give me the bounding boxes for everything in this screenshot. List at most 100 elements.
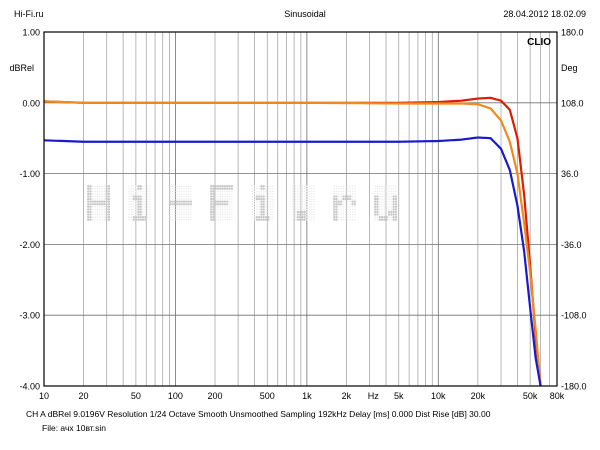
watermark-dot	[344, 213, 347, 216]
watermark-dot	[265, 200, 267, 203]
watermark-dot	[335, 210, 338, 214]
watermark-dot	[344, 200, 347, 203]
watermark-dot	[169, 190, 171, 193]
watermark-dot	[185, 195, 188, 198]
watermark-dot	[219, 206, 222, 208]
watermark-dot	[292, 208, 294, 211]
watermark-dot	[296, 213, 299, 216]
watermark-dot	[308, 200, 311, 203]
watermark-dot	[262, 218, 265, 221]
watermark-dot	[135, 206, 137, 208]
watermark-dot	[299, 190, 301, 193]
watermark-dot	[269, 211, 272, 213]
watermark-dot	[292, 185, 294, 187]
watermark-dot	[376, 185, 379, 187]
watermark-dot	[96, 208, 99, 211]
header-site: Hi-Fi.ru	[14, 9, 44, 19]
watermark-dot	[219, 190, 222, 193]
watermark-dot	[347, 216, 349, 218]
watermark-dot	[294, 188, 297, 190]
watermark-dot	[306, 190, 308, 193]
watermark-dot	[394, 215, 398, 219]
watermark-dot	[351, 206, 354, 208]
watermark-dot	[215, 218, 217, 221]
watermark-dot	[228, 198, 231, 200]
watermark-dot	[226, 198, 229, 200]
watermark-dot	[212, 187, 215, 190]
watermark-dot	[137, 205, 140, 208]
watermark-dot	[149, 208, 151, 211]
watermark-dot	[226, 208, 229, 211]
watermark-dot	[87, 195, 90, 198]
watermark-dot	[212, 200, 215, 203]
watermark-dot	[137, 197, 140, 201]
watermark-dot	[262, 185, 265, 188]
watermark-dot	[98, 218, 101, 221]
watermark-dot	[272, 200, 274, 203]
watermark-dot	[392, 193, 395, 195]
watermark-dot	[221, 213, 224, 216]
watermark-dot	[228, 213, 231, 216]
watermark-dot	[92, 208, 94, 211]
watermark-dot	[175, 203, 179, 206]
watermark-dot	[306, 185, 308, 187]
watermark-dot	[262, 205, 265, 208]
watermark-dot	[310, 195, 313, 198]
watermark-dot	[338, 193, 340, 195]
watermark-dot	[354, 206, 356, 208]
watermark-dot	[303, 190, 306, 193]
watermark-dot	[264, 218, 268, 221]
watermark-dot	[146, 213, 149, 216]
watermark-dot	[94, 198, 96, 200]
watermark-dot	[340, 198, 342, 200]
watermark-dot	[381, 211, 383, 213]
watermark-dot	[107, 215, 111, 219]
watermark-dot	[394, 195, 398, 198]
watermark-dot	[139, 210, 142, 214]
watermark-dot	[96, 216, 99, 218]
watermark-dot	[383, 198, 386, 200]
watermark-dot	[87, 213, 90, 216]
watermark-dot	[180, 195, 183, 198]
watermark-dot	[210, 213, 213, 216]
x-tick-label: 100	[168, 391, 183, 401]
watermark-dot	[101, 198, 103, 200]
watermark-dot	[183, 195, 185, 198]
watermark-dot	[253, 216, 256, 218]
watermark-dot	[262, 195, 265, 198]
watermark-dot	[351, 195, 354, 198]
watermark-dot	[313, 190, 315, 193]
watermark-dot	[262, 197, 265, 201]
watermark-dot	[258, 188, 260, 190]
watermark-dot	[133, 200, 135, 203]
watermark-dot	[349, 203, 352, 205]
watermark-dot	[306, 188, 308, 190]
watermark-dot	[272, 208, 274, 211]
watermark-dot	[169, 193, 171, 195]
watermark-dot	[269, 200, 272, 203]
watermark-dot	[107, 205, 111, 208]
watermark-dot	[178, 200, 181, 203]
watermark-dot	[132, 218, 135, 221]
x-tick-label: 50	[131, 391, 141, 401]
watermark-dot	[187, 190, 190, 193]
watermark-dot	[144, 213, 147, 216]
watermark-dot	[183, 216, 185, 218]
watermark-dot	[190, 206, 192, 208]
watermark-dot	[379, 190, 381, 193]
watermark-dot	[212, 203, 215, 206]
watermark-dot	[219, 208, 222, 211]
watermark-dot	[134, 195, 138, 198]
watermark-dot	[92, 216, 94, 218]
watermark-dot	[260, 197, 263, 201]
watermark-dot	[180, 185, 183, 187]
watermark-dot	[303, 218, 306, 221]
watermark-dot	[260, 208, 263, 211]
watermark-dot	[171, 203, 174, 206]
watermark-dot	[107, 210, 111, 214]
watermark-dot	[190, 195, 192, 198]
watermark-dot	[223, 203, 227, 206]
watermark-dot	[149, 200, 151, 203]
watermark-dot	[298, 213, 302, 216]
watermark-dot	[390, 190, 393, 193]
